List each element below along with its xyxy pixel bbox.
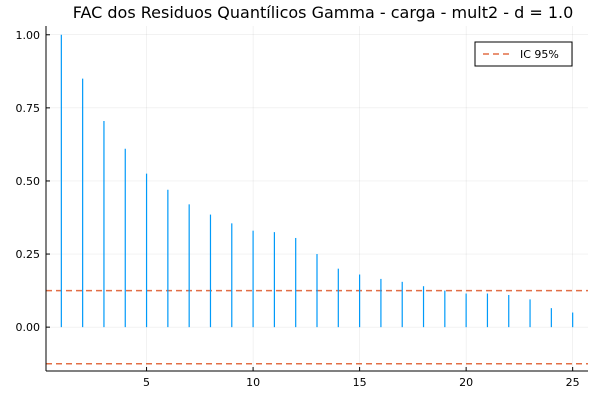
legend-label: IC 95% xyxy=(520,48,559,61)
x-tick-label: 20 xyxy=(459,376,473,389)
legend-box xyxy=(474,41,573,67)
chart-title: FAC dos Residuos Quantílicos Gamma - car… xyxy=(73,3,574,22)
plot-axes xyxy=(45,26,588,372)
x-tick-label: 10 xyxy=(246,376,260,389)
legend: IC 95% xyxy=(474,41,573,67)
y-tick-label: 1.00 xyxy=(16,29,41,42)
x-tick-label: 15 xyxy=(353,376,367,389)
y-tick-label: 0.50 xyxy=(16,175,41,188)
y-tick-label: 0.25 xyxy=(16,248,41,261)
x-tick-label: 25 xyxy=(566,376,580,389)
acf-stems xyxy=(60,34,574,328)
x-tick-label: 5 xyxy=(143,376,150,389)
y-tick-label: 0.00 xyxy=(16,321,41,334)
y-tick-label: 0.75 xyxy=(16,102,41,115)
x-axis-ticks: 5 10 15 20 25 xyxy=(143,367,580,389)
y-axis-ticks: 0.00 0.25 0.50 0.75 1.00 xyxy=(16,29,50,334)
